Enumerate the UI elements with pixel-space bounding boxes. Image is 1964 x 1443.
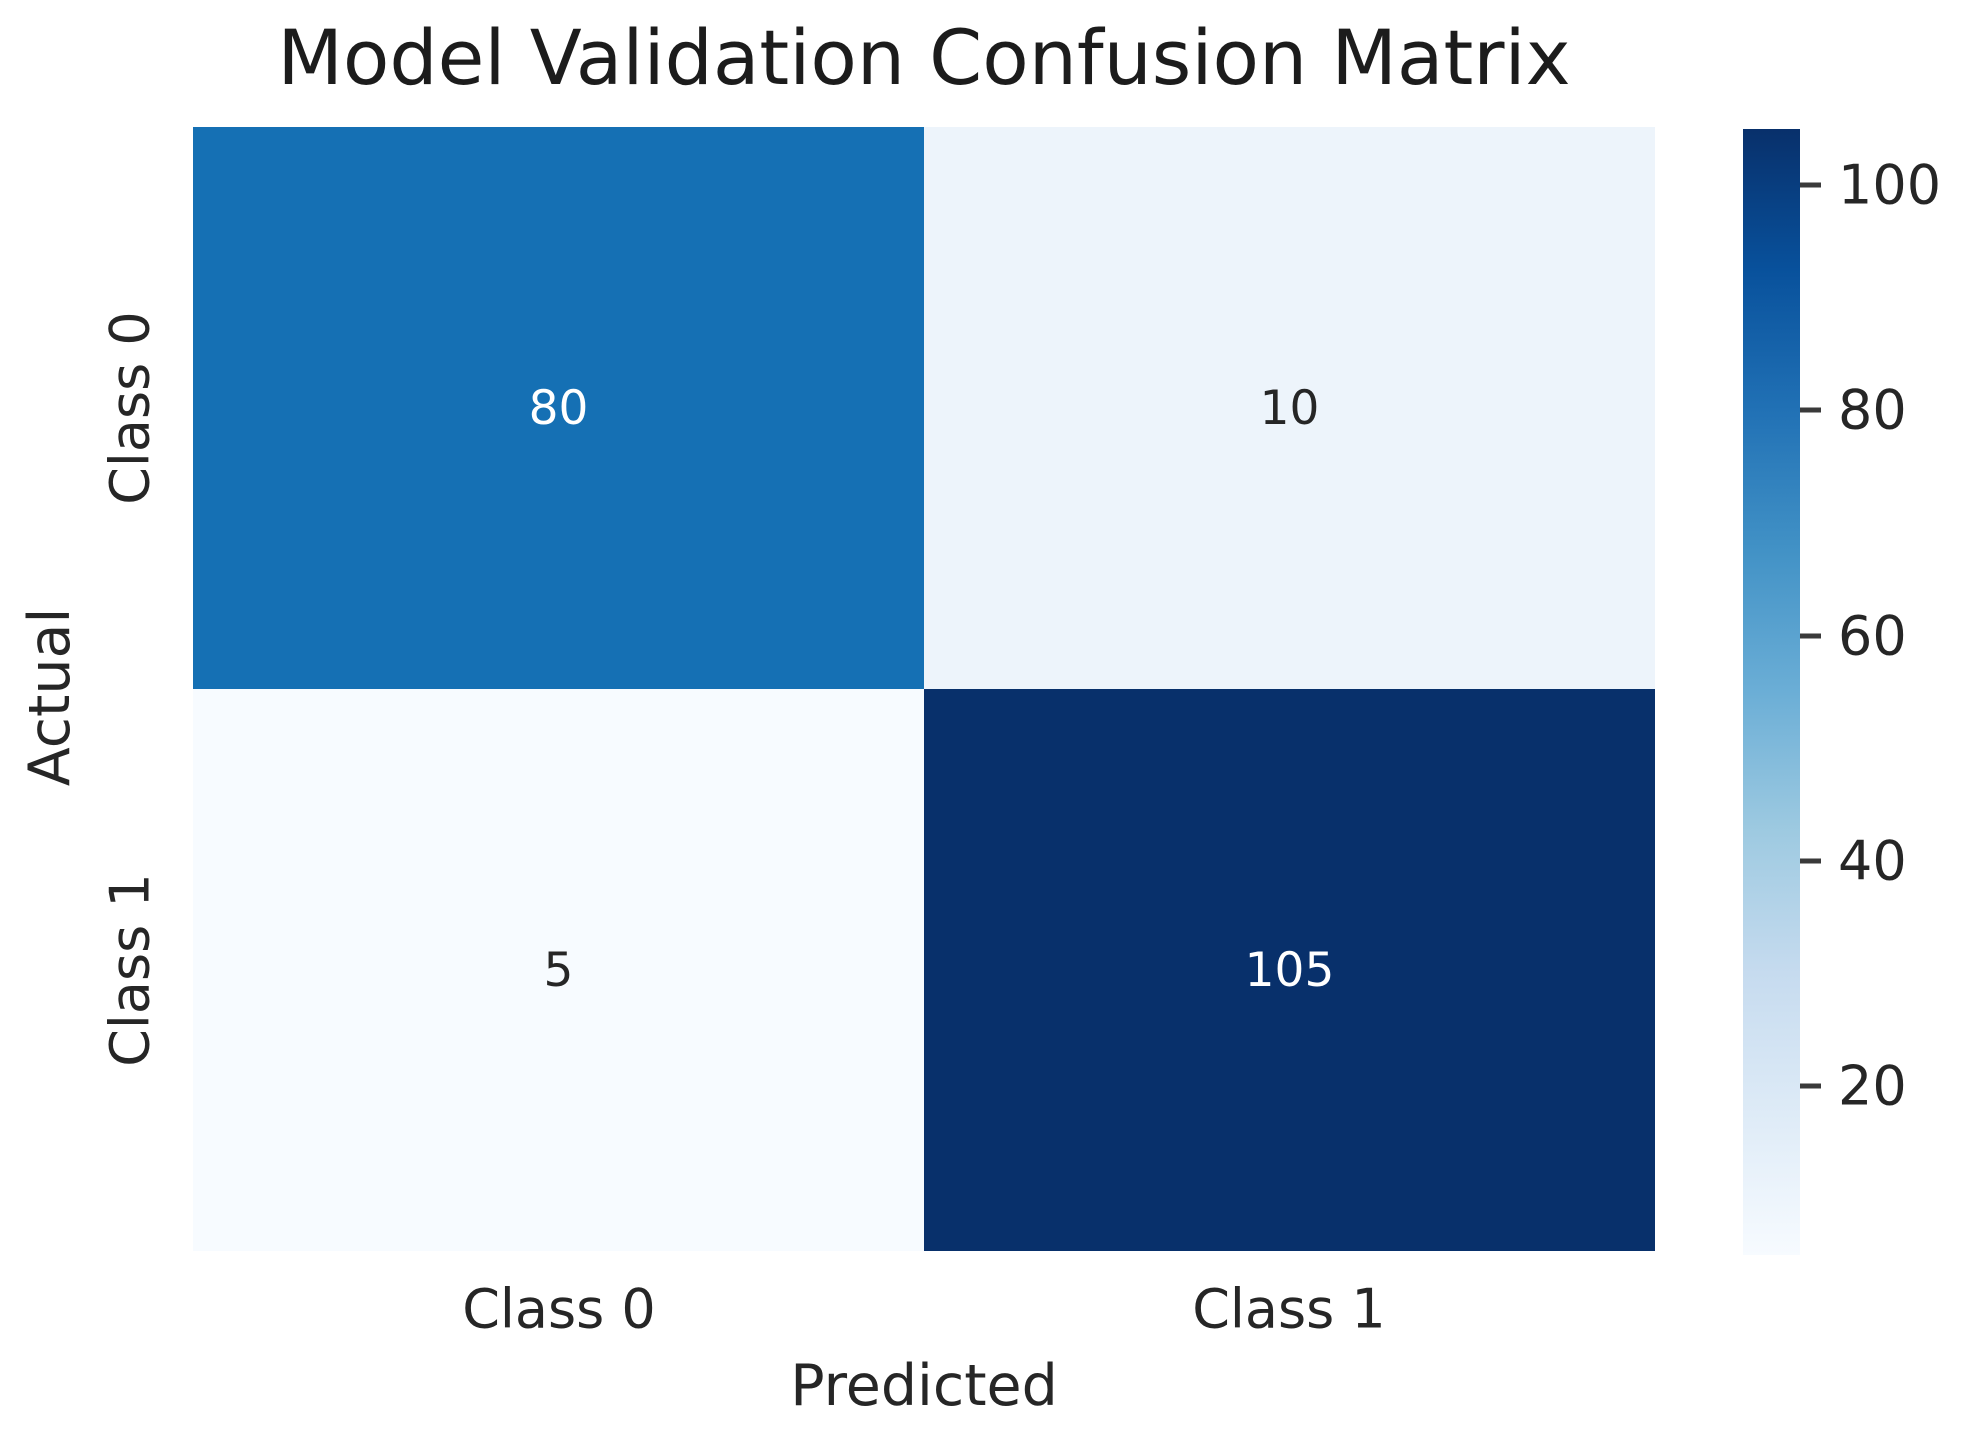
cell-value-true-negative: 80 [528,380,589,436]
chart-title: Model Validation Confusion Matrix [277,13,1571,102]
colorbar-tick-label-60: 60 [1838,604,1907,668]
cell-value-false-negative: 5 [543,942,574,998]
y-axis-label: Actual [17,607,83,787]
heatmap-cell-actual1-pred0: 5 [193,689,924,1251]
cell-value-false-positive: 10 [1259,380,1320,436]
colorbar-tick-100 [1800,182,1821,188]
y-tick-label-class0: Class 0 [98,311,162,505]
colorbar-tick-60 [1800,633,1821,639]
heatmap-cell-actual0-pred0: 80 [193,127,924,689]
colorbar-tick-label-100: 100 [1838,153,1942,217]
colorbar-gradient [1743,129,1800,1255]
colorbar-tick-label-40: 40 [1838,829,1907,893]
x-tick-label-class0: Class 0 [462,1277,656,1341]
x-axis-label: Predicted [790,1353,1058,1419]
heatmap-cell-actual1-pred1: 105 [924,689,1655,1251]
colorbar-tick-label-20: 20 [1838,1054,1907,1118]
heatmap-grid: 80 10 5 105 [193,127,1655,1251]
heatmap-cell-actual0-pred1: 10 [924,127,1655,689]
colorbar-tick-label-80: 80 [1838,378,1907,442]
colorbar-tick-20 [1800,1083,1821,1089]
cell-value-true-positive: 105 [1244,942,1335,998]
y-tick-label-class1: Class 1 [98,873,162,1067]
x-tick-label-class1: Class 1 [1192,1277,1386,1341]
colorbar-tick-40 [1800,858,1821,864]
colorbar-tick-80 [1800,407,1821,413]
